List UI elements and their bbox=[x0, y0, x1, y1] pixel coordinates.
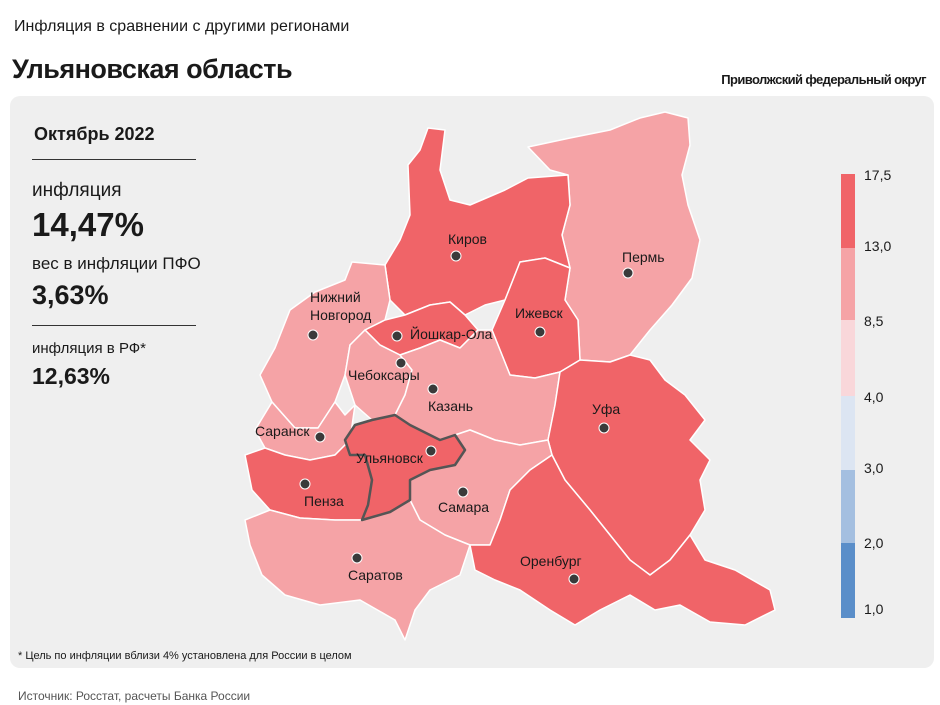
legend-swatch bbox=[841, 470, 855, 543]
footnote: * Цель по инфляции вблизи 4% установлена… bbox=[18, 650, 352, 662]
city-marker bbox=[391, 330, 403, 342]
city-marker bbox=[534, 326, 546, 338]
city-marker bbox=[450, 250, 462, 262]
legend-tick-label: 3,0 bbox=[864, 460, 884, 476]
legend-swatch bbox=[841, 248, 855, 320]
legend-tick-label: 4,0 bbox=[864, 389, 884, 405]
city-marker bbox=[395, 357, 407, 369]
legend-tick-label: 17,5 bbox=[864, 167, 891, 183]
city-marker bbox=[568, 573, 580, 585]
city-label: Чебоксары bbox=[348, 367, 420, 383]
inflation-label: инфляция bbox=[32, 180, 122, 201]
city-marker bbox=[351, 552, 363, 564]
divider bbox=[32, 325, 196, 326]
city-label: Пенза bbox=[304, 493, 344, 509]
city-label: Казань bbox=[428, 398, 473, 414]
city-marker bbox=[307, 329, 319, 341]
legend-tick-label: 2,0 bbox=[864, 535, 884, 551]
page-title: Ульяновская область bbox=[12, 54, 293, 84]
district-label: Приволжский федеральный округ bbox=[721, 72, 926, 87]
rf-inflation-value: 12,63% bbox=[32, 363, 111, 389]
city-marker bbox=[457, 486, 469, 498]
legend-tick-label: 1,0 bbox=[864, 601, 884, 617]
city-marker bbox=[299, 478, 311, 490]
source-note: Источник: Росстат, расчеты Банка России bbox=[18, 689, 251, 703]
city-label: Киров bbox=[448, 231, 487, 247]
city-label: Йошкар-Ола bbox=[410, 325, 493, 342]
rf-inflation-label: инфляция в РФ* bbox=[32, 340, 147, 357]
period-label: Октябрь 2022 bbox=[34, 124, 155, 144]
city-label: Ульяновск bbox=[356, 450, 424, 466]
inflation-value: 14,47% bbox=[32, 206, 144, 243]
legend-swatch bbox=[841, 320, 855, 396]
city-label: Оренбург bbox=[520, 553, 582, 569]
city-label: Пермь bbox=[622, 249, 665, 265]
header-subtitle: Инфляция в сравнении с другими регионами bbox=[14, 18, 350, 35]
city-label: Новгород bbox=[310, 307, 371, 323]
city-label: Саранск bbox=[255, 423, 310, 439]
legend-swatch bbox=[841, 174, 855, 248]
legend-tick-label: 13,0 bbox=[864, 238, 891, 254]
city-label: Саратов bbox=[348, 567, 403, 583]
legend-swatch bbox=[841, 543, 855, 618]
city-marker bbox=[622, 267, 634, 279]
weight-label: вес в инфляции ПФО bbox=[32, 254, 201, 273]
weight-value: 3,63% bbox=[32, 280, 109, 310]
city-label: Ижевск bbox=[515, 305, 563, 321]
city-marker bbox=[427, 383, 439, 395]
stats-block: Октябрь 2022 инфляция 14,47% вес в инфля… bbox=[32, 124, 202, 390]
city-marker bbox=[314, 431, 326, 443]
city-marker bbox=[598, 422, 610, 434]
region-saratov[interactable] bbox=[244, 499, 471, 641]
region-ulyanovsk[interactable] bbox=[343, 413, 467, 522]
city-marker bbox=[425, 445, 437, 457]
city-label: Уфа bbox=[592, 401, 620, 417]
region-orenburg[interactable] bbox=[469, 454, 776, 626]
legend-swatch bbox=[841, 396, 855, 470]
legend-tick-label: 8,5 bbox=[864, 313, 884, 329]
color-scale-legend: 17,5 13,0 8,5 4,0 3,0 2,0 1,0 bbox=[841, 167, 891, 618]
divider bbox=[32, 159, 196, 160]
city-label: Нижний bbox=[310, 289, 361, 305]
city-label: Самара bbox=[438, 499, 489, 515]
